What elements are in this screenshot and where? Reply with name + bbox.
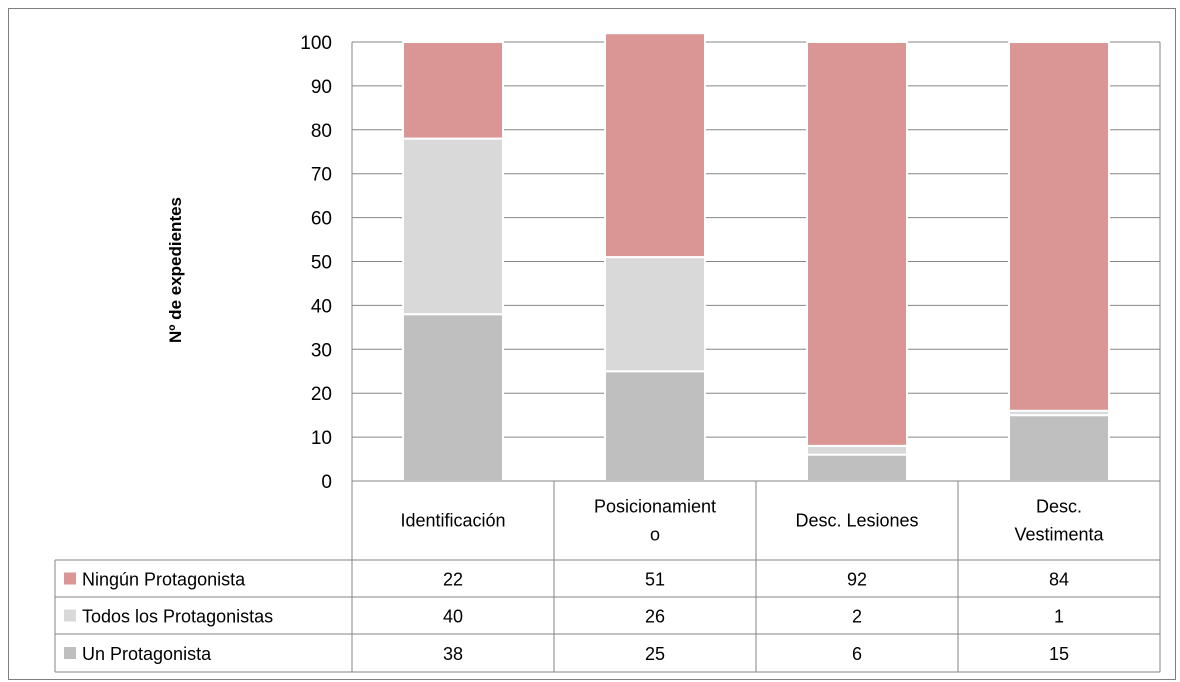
category-label: Desc. Lesiones	[795, 511, 918, 531]
y-tick-label: 100	[300, 33, 332, 54]
y-tick-label: 70	[311, 165, 332, 186]
bar-segment	[604, 256, 706, 373]
bar-segment	[402, 137, 504, 316]
table-value: 25	[645, 644, 665, 664]
y-tick-label: 30	[311, 340, 332, 361]
legend-label: Ningún Protagonista	[82, 570, 246, 590]
category-label: Identificación	[400, 511, 505, 531]
table-value: 6	[852, 644, 862, 664]
table-value: 22	[443, 570, 463, 590]
y-tick-label: 0	[321, 472, 332, 493]
category-label: Vestimenta	[1014, 525, 1104, 545]
legend-swatch	[64, 572, 76, 585]
bar-segment	[1008, 41, 1110, 412]
table-value: 84	[1049, 570, 1069, 590]
bar-segment	[402, 313, 504, 482]
bar-segment	[604, 32, 706, 259]
category-label: o	[650, 525, 660, 545]
y-tick-label: 80	[311, 121, 332, 142]
bar-segment	[402, 41, 504, 140]
legend-swatch	[64, 647, 76, 659]
table-value: 38	[443, 644, 463, 664]
table-value: 40	[443, 607, 463, 627]
y-tick-label: 10	[311, 428, 332, 449]
legend-label: Todos los Protagonistas	[82, 607, 273, 627]
category-label: Posicionamient	[594, 497, 716, 517]
table-value: 1	[1054, 607, 1064, 627]
bar-segment	[806, 41, 908, 447]
legend-swatch	[64, 609, 76, 622]
bar-segment	[806, 453, 908, 483]
category-label: Desc.	[1036, 497, 1082, 517]
bar-segment	[604, 370, 706, 482]
table-value: 2	[852, 607, 862, 627]
table-value: 51	[645, 570, 665, 590]
legend-label: Un Protagonista	[82, 644, 212, 664]
y-tick-label: 90	[311, 77, 332, 98]
y-tick-label: 60	[311, 209, 332, 230]
y-tick-label: 20	[311, 384, 332, 405]
bar-segment	[806, 444, 908, 456]
chart-frame	[8, 8, 1176, 680]
table-value: 92	[847, 570, 867, 590]
y-tick-label: 40	[311, 296, 332, 317]
bar-segment	[1008, 414, 1110, 482]
table-value: 15	[1049, 644, 1069, 664]
table-value: 26	[645, 607, 665, 627]
y-tick-label: 50	[311, 253, 332, 274]
